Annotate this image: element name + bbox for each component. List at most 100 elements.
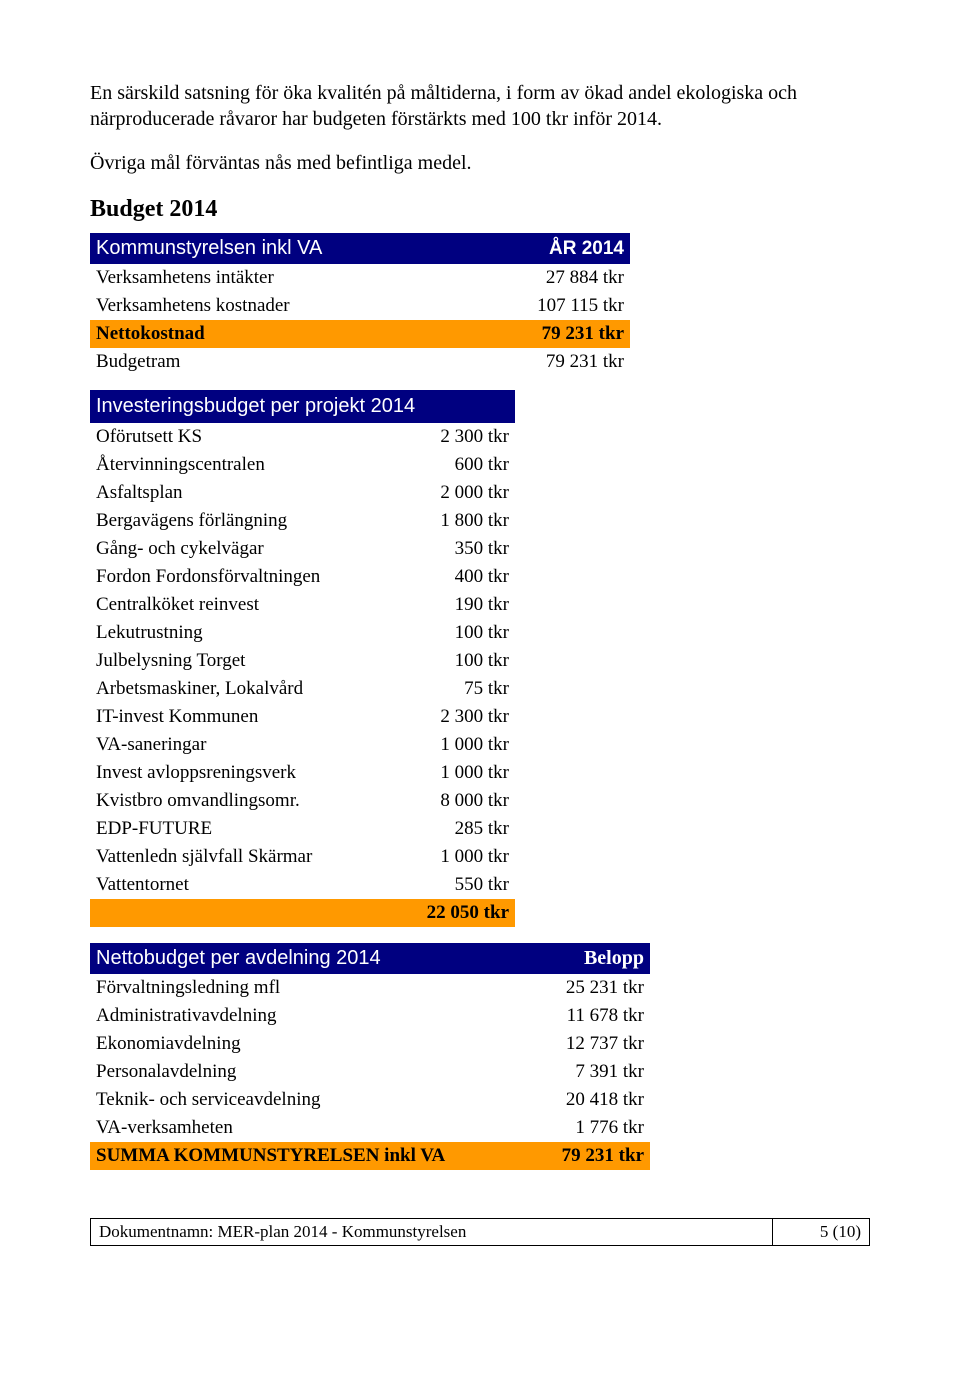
netto-row-value: 7 391 tkr [534,1058,650,1086]
netto-sum-label: SUMMA KOMMUNSTYRELSEN inkl VA [90,1142,534,1170]
invest-row: Gång- och cykelvägar350 tkr [90,535,515,563]
invest-row-label: Lekutrustning [90,619,394,647]
netto-row: Administrativavdelning11 678 tkr [90,1002,650,1030]
netto-header-right: Belopp [534,943,650,974]
invest-row-value: 1 000 tkr [394,759,515,787]
invest-row: IT-invest Kommunen2 300 tkr [90,703,515,731]
invest-row-value: 190 tkr [394,591,515,619]
invest-row-label: Vattenledn självfall Skärmar [90,843,394,871]
invest-row: Vattentornet550 tkr [90,871,515,899]
budget-row-label: Verksamhetens kostnader [90,292,472,320]
netto-row-label: Teknik- och serviceavdelning [90,1086,534,1114]
netto-sum-value: 79 231 tkr [534,1142,650,1170]
invest-row-label: Gång- och cykelvägar [90,535,394,563]
budget-row: Budgetram79 231 tkr [90,348,630,376]
budget-row-value: 107 115 tkr [472,292,630,320]
invest-row-value: 2 000 tkr [394,479,515,507]
invest-row: Kvistbro omvandlingsomr.8 000 tkr [90,787,515,815]
budget-row: Nettokostnad79 231 tkr [90,320,630,348]
invest-row-label: Julbelysning Torget [90,647,394,675]
invest-row-value: 550 tkr [394,871,515,899]
invest-row: Oförutsett KS2 300 tkr [90,423,515,451]
netto-row: Ekonomiavdelning12 737 tkr [90,1030,650,1058]
netto-table: Nettobudget per avdelning 2014 Belopp Fö… [90,941,650,1170]
footer-doc-name: Dokumentnamn: MER-plan 2014 - Kommunstyr… [91,1219,773,1245]
netto-row-label: VA-verksamheten [90,1114,534,1142]
invest-row-value: 100 tkr [394,647,515,675]
section-heading-budget: Budget 2014 [90,196,870,223]
invest-row-value: 8 000 tkr [394,787,515,815]
invest-row-value: 400 tkr [394,563,515,591]
invest-row-label: EDP-FUTURE [90,815,394,843]
invest-row-label: Invest avloppsreningsverk [90,759,394,787]
invest-row-value: 350 tkr [394,535,515,563]
invest-row: Återvinningscentralen600 tkr [90,451,515,479]
invest-row-value: 1 800 tkr [394,507,515,535]
invest-row: Bergavägens förlängning1 800 tkr [90,507,515,535]
invest-row-value: 2 300 tkr [394,423,515,451]
netto-header-left: Nettobudget per avdelning 2014 [90,943,534,974]
budget-row-label: Nettokostnad [90,320,472,348]
invest-row: Vattenledn självfall Skärmar1 000 tkr [90,843,515,871]
netto-row-value: 20 418 tkr [534,1086,650,1114]
invest-row-label: Vattentornet [90,871,394,899]
invest-row: Arbetsmaskiner, Lokalvård75 tkr [90,675,515,703]
invest-row: Centralköket reinvest190 tkr [90,591,515,619]
invest-row-value: 2 300 tkr [394,703,515,731]
netto-row-value: 12 737 tkr [534,1030,650,1058]
invest-row-label: Kvistbro omvandlingsomr. [90,787,394,815]
invest-row-label: VA-saneringar [90,731,394,759]
invest-row-value: 285 tkr [394,815,515,843]
footer-box: Dokumentnamn: MER-plan 2014 - Kommunstyr… [90,1218,870,1246]
footer-page-number: 5 (10) [773,1219,869,1245]
netto-row: VA-verksamheten1 776 tkr [90,1114,650,1142]
budget-row-value: 79 231 tkr [472,348,630,376]
intro-paragraph-1: En särskild satsning för öka kvalitén på… [90,80,870,132]
budget-row-value: 27 884 tkr [472,264,630,292]
invest-row-label: Asfaltsplan [90,479,394,507]
invest-row-label: Återvinningscentralen [90,451,394,479]
budget-row-label: Budgetram [90,348,472,376]
invest-row-value: 600 tkr [394,451,515,479]
intro-block: En särskild satsning för öka kvalitén på… [90,80,870,176]
invest-row: Invest avloppsreningsverk1 000 tkr [90,759,515,787]
invest-row-value: 75 tkr [394,675,515,703]
invest-table: Investeringsbudget per projekt 2014 Oför… [90,388,515,927]
invest-row: Fordon Fordonsförvaltningen400 tkr [90,563,515,591]
netto-row-value: 1 776 tkr [534,1114,650,1142]
netto-row-label: Personalavdelning [90,1058,534,1086]
netto-row-value: 25 231 tkr [534,974,650,1002]
budget-row: Verksamhetens kostnader107 115 tkr [90,292,630,320]
invest-total-value: 22 050 tkr [394,899,515,927]
invest-row-value: 1 000 tkr [394,843,515,871]
invest-row-label: Fordon Fordonsförvaltningen [90,563,394,591]
netto-table-header: Nettobudget per avdelning 2014 Belopp [90,943,650,974]
invest-row: VA-saneringar1 000 tkr [90,731,515,759]
netto-row-value: 11 678 tkr [534,1002,650,1030]
netto-sum-row: SUMMA KOMMUNSTYRELSEN inkl VA 79 231 tkr [90,1142,650,1170]
intro-paragraph-2: Övriga mål förväntas nås med befintliga … [90,150,870,176]
invest-row: EDP-FUTURE285 tkr [90,815,515,843]
netto-row: Förvaltningsledning mfl25 231 tkr [90,974,650,1002]
invest-row-label: Arbetsmaskiner, Lokalvård [90,675,394,703]
invest-table-header: Investeringsbudget per projekt 2014 [90,390,515,423]
invest-row-label: Bergavägens förlängning [90,507,394,535]
invest-row-label: Centralköket reinvest [90,591,394,619]
invest-header: Investeringsbudget per projekt 2014 [90,390,515,423]
budget-table-header: Kommunstyrelsen inkl VA ÅR 2014 [90,233,630,264]
page: En särskild satsning för öka kvalitén på… [0,0,960,1286]
budget-row-value: 79 231 tkr [472,320,630,348]
netto-row: Personalavdelning7 391 tkr [90,1058,650,1086]
invest-total-label [90,899,394,927]
invest-row-label: IT-invest Kommunen [90,703,394,731]
invest-row-value: 100 tkr [394,619,515,647]
invest-row-value: 1 000 tkr [394,731,515,759]
invest-row: Lekutrustning100 tkr [90,619,515,647]
invest-total-row: 22 050 tkr [90,899,515,927]
invest-row-label: Oförutsett KS [90,423,394,451]
invest-row: Julbelysning Torget100 tkr [90,647,515,675]
budget-header-left: Kommunstyrelsen inkl VA [90,233,472,264]
budget-row-label: Verksamhetens intäkter [90,264,472,292]
netto-row-label: Administrativavdelning [90,1002,534,1030]
netto-row: Teknik- och serviceavdelning20 418 tkr [90,1086,650,1114]
